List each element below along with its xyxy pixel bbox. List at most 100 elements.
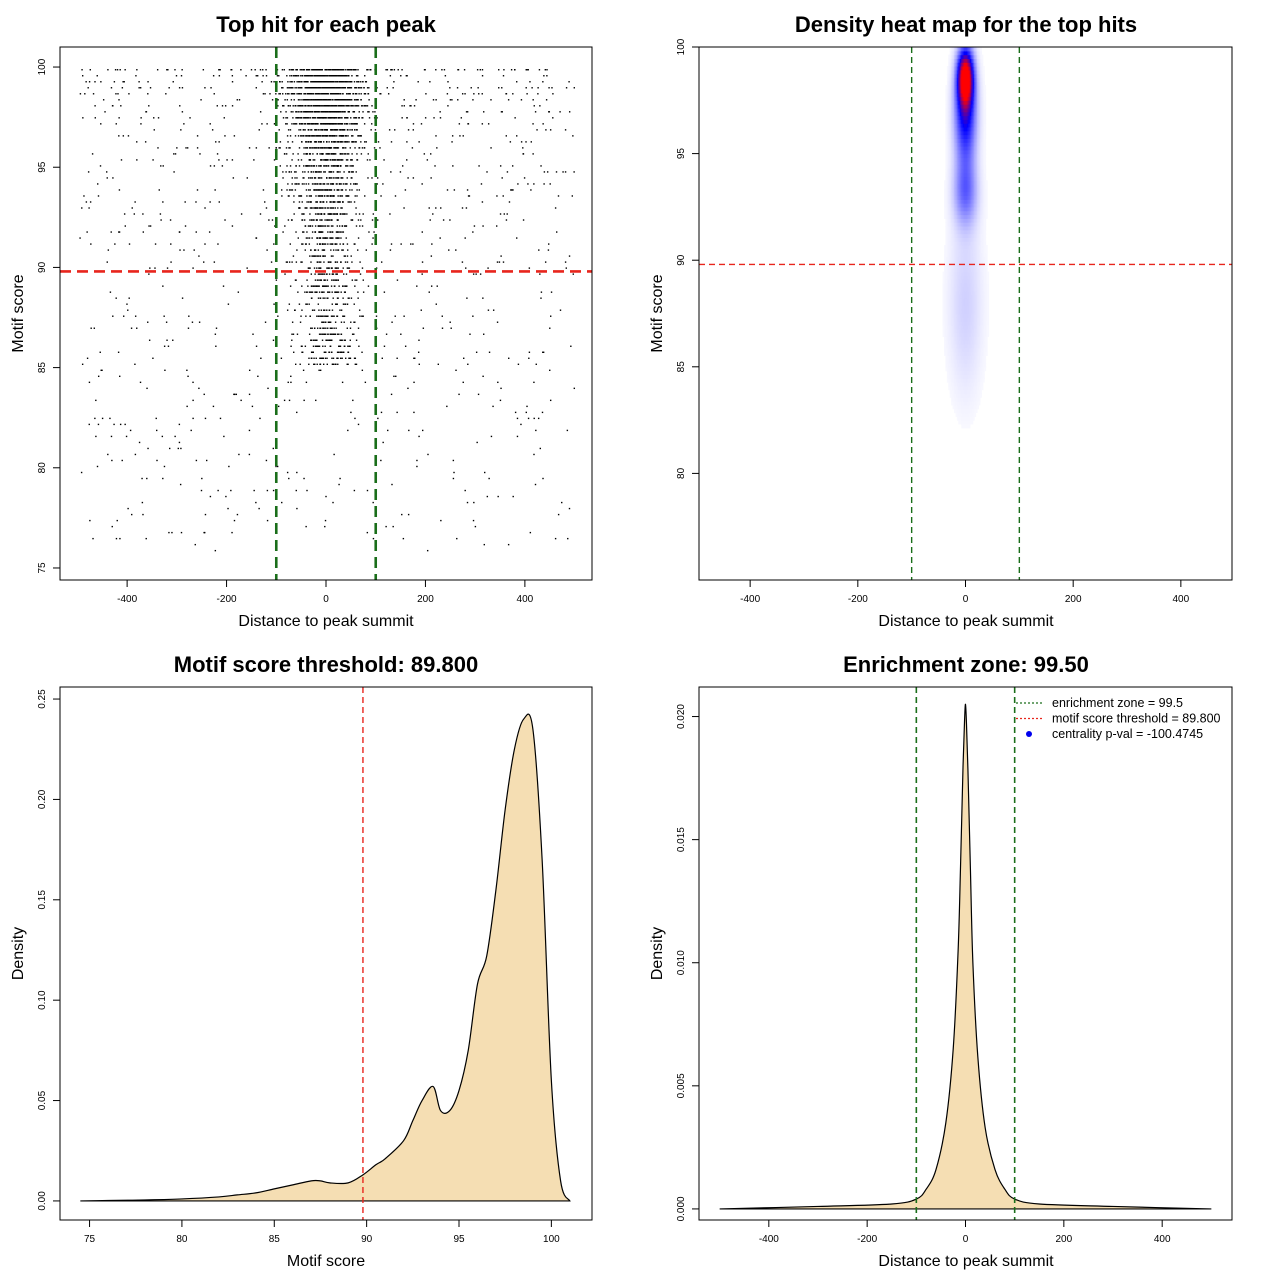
heatmap-cell bbox=[943, 260, 947, 265]
heatmap-cell bbox=[958, 267, 961, 273]
scatter-point bbox=[287, 81, 289, 83]
heatmap-cell bbox=[949, 286, 952, 292]
scatter-point bbox=[317, 225, 319, 227]
scatter-point bbox=[361, 315, 363, 317]
scatter-point bbox=[308, 135, 310, 137]
heatmap-cell bbox=[949, 252, 952, 257]
heatmap-cell bbox=[951, 290, 954, 296]
heatmap-cell bbox=[946, 294, 949, 299]
scatter-point bbox=[329, 111, 332, 113]
heatmap-cell bbox=[952, 69, 955, 75]
heatmap-cell bbox=[955, 88, 958, 94]
scatter-point bbox=[312, 219, 315, 221]
heatmap-cell bbox=[962, 50, 965, 56]
scatter-point bbox=[351, 105, 353, 107]
scatter-point bbox=[368, 99, 370, 101]
heatmap-cell bbox=[958, 359, 961, 364]
scatter-point bbox=[320, 261, 322, 263]
scatter-point bbox=[326, 153, 328, 155]
scatter-point bbox=[332, 99, 334, 101]
heatmap-cell bbox=[962, 309, 965, 315]
heatmap-cell bbox=[959, 168, 962, 174]
heatmap-cell bbox=[956, 218, 959, 223]
scatter-point bbox=[120, 105, 122, 107]
scatter-point bbox=[335, 69, 337, 71]
heatmap-cell bbox=[952, 321, 955, 326]
heatmap-cell bbox=[961, 119, 964, 124]
heatmap-cell bbox=[956, 203, 959, 208]
heatmap-cell bbox=[951, 347, 954, 353]
heatmap-cell bbox=[949, 153, 952, 159]
scatter-point bbox=[329, 177, 331, 179]
scatter-point bbox=[111, 525, 113, 528]
scatter-point bbox=[299, 69, 301, 71]
heatmap-cell bbox=[956, 355, 959, 360]
heatmap-cell bbox=[948, 382, 951, 387]
heatmap-cell bbox=[959, 206, 962, 212]
scatter-point bbox=[360, 135, 362, 137]
scatter-point bbox=[136, 327, 138, 329]
heatmap-cell bbox=[951, 130, 954, 136]
heatmap-cell bbox=[959, 244, 962, 250]
scatter-point bbox=[323, 195, 326, 197]
scatter-point bbox=[344, 135, 347, 137]
scatter-point bbox=[387, 93, 390, 95]
scatter-point bbox=[319, 315, 322, 317]
scatter-point bbox=[509, 141, 512, 143]
scatter-point bbox=[327, 93, 330, 95]
x-tick-label: 400 bbox=[517, 594, 534, 605]
scatter-point bbox=[326, 195, 328, 197]
scatter-point bbox=[564, 129, 567, 131]
scatter-point bbox=[412, 177, 415, 179]
scatter-point bbox=[334, 141, 337, 143]
heatmap-cell bbox=[965, 119, 968, 124]
scatter-point bbox=[296, 75, 298, 77]
scatter-point bbox=[309, 213, 311, 215]
heatmap-cell bbox=[948, 100, 951, 105]
heatmap-cell bbox=[951, 85, 954, 90]
scatter-point bbox=[354, 129, 356, 131]
heatmap-cell bbox=[961, 294, 964, 299]
scatter-point bbox=[343, 75, 345, 77]
scatter-point bbox=[329, 201, 332, 203]
heatmap-cell bbox=[945, 218, 948, 223]
heatmap-cell bbox=[951, 100, 954, 105]
scatter-point bbox=[329, 111, 331, 113]
scatter-point bbox=[88, 381, 91, 384]
heatmap-cell bbox=[964, 244, 967, 250]
scatter-point bbox=[348, 141, 350, 143]
scatter-point bbox=[290, 375, 292, 378]
heatmap-cell bbox=[956, 81, 959, 86]
scatter-point bbox=[190, 429, 192, 432]
scatter-point bbox=[547, 249, 550, 251]
heatmap-cell bbox=[946, 126, 949, 132]
scatter-point bbox=[332, 501, 334, 504]
scatter-point bbox=[366, 69, 368, 71]
scatter-point bbox=[417, 81, 419, 83]
scatter-point bbox=[303, 177, 305, 179]
scatter-point bbox=[340, 93, 342, 95]
scatter-point bbox=[310, 261, 312, 263]
scatter-point bbox=[360, 105, 363, 107]
scatter-point bbox=[362, 291, 365, 293]
scatter-point bbox=[351, 129, 353, 131]
heatmap-cell bbox=[955, 47, 958, 52]
heatmap-cell bbox=[961, 191, 964, 197]
scatter-point bbox=[392, 525, 394, 528]
scatter-point bbox=[328, 105, 330, 107]
scatter-point bbox=[304, 345, 307, 347]
heatmap-cell bbox=[964, 256, 967, 261]
heatmap-cell bbox=[945, 264, 948, 269]
scatter-point bbox=[313, 189, 315, 191]
heatmap-cell bbox=[948, 176, 951, 181]
scatter-point bbox=[319, 99, 322, 101]
heatmap-cell bbox=[955, 176, 958, 181]
scatter-point bbox=[338, 201, 340, 203]
scatter-point bbox=[320, 267, 322, 269]
scatter-point bbox=[539, 273, 541, 275]
scatter-point bbox=[341, 285, 344, 287]
heatmap-cell bbox=[945, 256, 948, 261]
heatmap-cell bbox=[962, 252, 965, 257]
scatter-point bbox=[309, 105, 311, 107]
scatter-point bbox=[307, 201, 310, 203]
